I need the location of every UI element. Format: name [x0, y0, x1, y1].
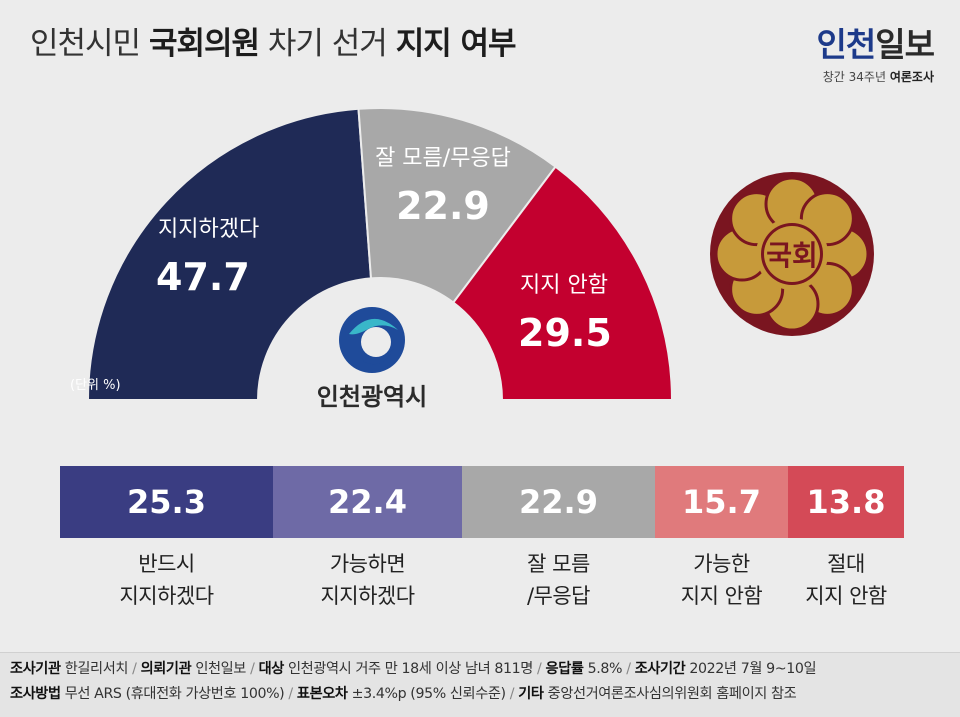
donut-value-2: 22.9: [396, 184, 490, 228]
donut-slice-3: [451, 165, 674, 401]
donut-value-1: 47.7: [156, 255, 250, 299]
footer-key: 조사방법: [10, 686, 61, 702]
footer-separator: /: [245, 661, 259, 677]
footer-key: 기타: [518, 686, 544, 702]
donut-label-3: 지지 안함: [520, 273, 608, 298]
footer-key: 대상: [258, 661, 285, 677]
publisher-subtitle: 창간 34주년 여론조사: [822, 70, 934, 84]
footer-value: 인천일보: [191, 661, 246, 677]
donut-slice-1: [86, 107, 373, 401]
bar-label-2: 가능하면 지지하겠다: [320, 552, 415, 608]
footer-key: 조사기관: [10, 661, 61, 677]
footer-key: 의뢰기관: [140, 661, 192, 677]
footer-key: 응답률: [545, 661, 584, 677]
footer-value: 무선 ARS (휴대전화 가상번호 100%): [60, 686, 285, 702]
emblem-text: 국회: [766, 239, 818, 272]
footer-line-2: 조사방법 무선 ARS (휴대전화 가상번호 100%) / 표본오차 ±3.4…: [10, 683, 797, 703]
publisher-brand: 인천일보 창간 34주년 여론조사: [816, 18, 935, 85]
footer-key: 조사기간: [634, 661, 686, 677]
footer-value: 중앙선거여론조사심의위원회 홈페이지 참조: [543, 686, 797, 702]
stacked-bar: 25.3 22.4 22.9 15.7 13.8: [60, 466, 904, 538]
bar-segment-1: 25.3: [60, 466, 273, 538]
unit-label: (단위 %): [70, 378, 121, 393]
bar-label-3: 잘 모름 /무응답: [526, 552, 591, 608]
bar-segment-4: 15.7: [655, 466, 788, 538]
footer-separator: /: [622, 661, 635, 677]
survey-footer: 조사기관 한길리서치 / 의뢰기관 인천일보 / 대상 인천광역시 거주 만 1…: [0, 652, 960, 717]
bar-label-1: 반드시 지지하겠다: [119, 552, 214, 608]
incheon-city-logo-icon: [339, 307, 405, 373]
half-donut-chart: 지지하겠다 47.7 잘 모름/무응답 22.9 지지 안함 29.5 인천광역시: [86, 107, 674, 411]
page-title: 인천시민 국회의원 차기 선거 지지 여부: [30, 26, 517, 62]
donut-value-3: 29.5: [518, 311, 612, 355]
footer-value: 2022년 7월 9~10일: [685, 661, 817, 677]
footer-value: ±3.4%p (95% 신뢰수준): [347, 686, 506, 702]
footer-value: 인천광역시 거주 만 18세 이상 남녀 811명: [283, 661, 533, 677]
footer-value: 한길리서치: [60, 661, 129, 677]
footer-separator: /: [505, 686, 519, 702]
donut-label-2: 잘 모름/무응답: [375, 146, 511, 171]
center-logo-text: 인천광역시: [317, 383, 427, 411]
footer-separator: /: [532, 661, 546, 677]
bar-segment-2: 22.4: [273, 466, 462, 538]
donut-label-1: 지지하겠다: [158, 217, 259, 242]
bar-label-4: 가능한 지지 안함: [680, 552, 763, 608]
donut-slice-2: [357, 107, 557, 304]
national-assembly-emblem-icon: 국회: [710, 172, 874, 336]
footer-separator: /: [128, 661, 141, 677]
footer-key: 표본오차: [296, 686, 348, 702]
footer-separator: /: [284, 686, 297, 702]
bar-segment-5: 13.8: [788, 466, 904, 538]
bar-segment-3: 22.9: [462, 466, 655, 538]
footer-value: 5.8%: [583, 661, 623, 677]
footer-line-1: 조사기관 한길리서치 / 의뢰기관 인천일보 / 대상 인천광역시 거주 만 1…: [10, 658, 817, 678]
bar-label-5: 절대 지지 안함: [805, 552, 887, 608]
publisher-logo: 인천일보: [816, 25, 935, 64]
